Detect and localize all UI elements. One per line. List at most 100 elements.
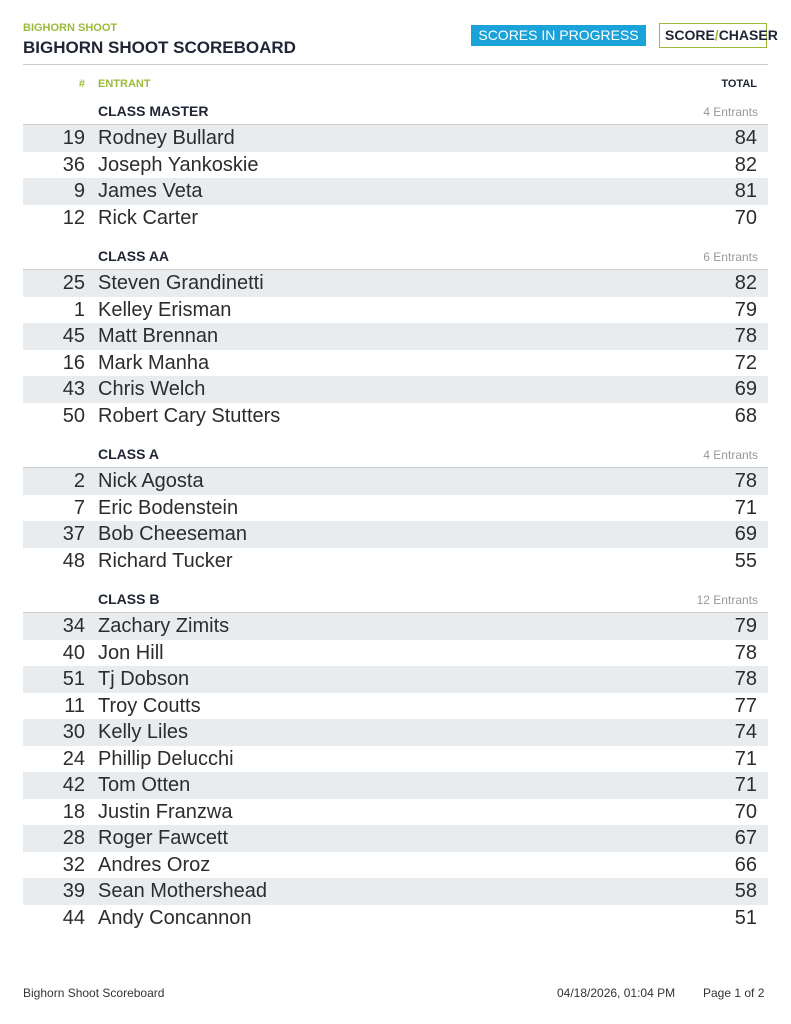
entrant-row: 36 Joseph Yankoskie 82	[23, 151, 768, 178]
entrant-count: 6 Entrants	[703, 250, 758, 264]
entrant-number: 48	[62, 549, 85, 572]
entrant-row: 2 Nick Agosta 78	[23, 468, 768, 495]
class-rule	[23, 269, 768, 270]
entrant-name: Roger Fawcett	[98, 827, 229, 849]
entrant-total: 68	[734, 404, 757, 427]
entrant-number: 7	[73, 496, 85, 519]
entrant-row: 28 Roger Fawcett 67	[23, 825, 768, 852]
entrant-name: Kelley Erisman	[98, 298, 232, 321]
title: BIGHORN SHOOT SCOREBOARD	[23, 38, 296, 57]
entrant-name: Jon Hill	[98, 641, 164, 664]
logo-right: CHASER	[718, 27, 778, 43]
entrant-row: 16 Mark Manha 72	[23, 349, 768, 376]
entrant-row: 40 Jon Hill 78	[23, 639, 768, 666]
entrant-total: 55	[734, 549, 757, 572]
entrant-row: 19 Rodney Bullard 84	[23, 125, 768, 152]
entrant-total: 78	[734, 470, 757, 492]
entrant-total: 72	[734, 351, 757, 374]
entrant-row: 51 Tj Dobson 78	[23, 666, 768, 693]
entrant-name: Andy Concannon	[98, 906, 252, 929]
class-name: CLASS B	[98, 591, 160, 607]
entrant-row: 44 Andy Concannon 51	[23, 904, 768, 931]
entrant-name: Nick Agosta	[98, 470, 204, 492]
logo: SCORE/CHASER	[659, 23, 778, 48]
entrant-total: 67	[734, 827, 757, 849]
entrant-total: 70	[734, 206, 757, 229]
entrant-row: 24 Phillip Delucchi 71	[23, 745, 768, 772]
footer-datetime: 04/18/2026, 01:04 PM	[557, 986, 676, 1000]
logo-left: SCORE	[665, 27, 715, 43]
entrant-name: Joseph Yankoskie	[98, 153, 259, 176]
entrant-row: 12 Rick Carter 70	[23, 204, 768, 231]
entrant-row: 18 Justin Franzwa 70	[23, 798, 768, 825]
entrant-name: Troy Coutts	[98, 694, 201, 717]
entrant-row: 37 Bob Cheeseman 69	[23, 521, 768, 548]
entrant-number: 28	[62, 827, 85, 849]
subtitle: BIGHORN SHOOT	[23, 22, 118, 34]
entrant-name: Matt Brennan	[98, 325, 219, 347]
class-name: CLASS MASTER	[98, 103, 209, 119]
entrant-number: 1	[73, 298, 85, 321]
entrant-total: 82	[734, 272, 757, 294]
entrant-row: 30 Kelly Liles 74	[23, 719, 768, 746]
class-name: CLASS AA	[98, 248, 170, 264]
entrant-name: Chris Welch	[98, 378, 206, 400]
entrant-name: Andres Oroz	[98, 853, 211, 876]
entrant-name: Mark Manha	[98, 351, 210, 374]
col-entrant: ENTRANT	[98, 78, 151, 90]
entrant-name: Bob Cheeseman	[98, 523, 247, 545]
entrant-name: James Veta	[98, 180, 203, 202]
entrant-number: 34	[62, 615, 85, 637]
entrant-number: 24	[62, 747, 85, 770]
entrant-total: 79	[734, 298, 757, 321]
entrant-row: 34 Zachary Zimits 79	[23, 613, 768, 640]
entrant-total: 58	[734, 880, 757, 902]
entrant-number: 16	[62, 351, 85, 374]
entrant-name: Sean Mothershead	[98, 880, 268, 902]
entrant-total: 81	[734, 180, 757, 202]
col-number: #	[78, 78, 85, 90]
entrant-total: 78	[734, 325, 757, 347]
entrant-total: 51	[734, 906, 757, 929]
entrant-total: 77	[734, 694, 757, 717]
entrant-total: 74	[734, 721, 757, 743]
class-rule	[23, 612, 768, 613]
entrant-total: 66	[734, 853, 757, 876]
col-total: TOTAL	[721, 78, 757, 90]
status-badge: SCORES IN PROGRESS	[471, 25, 646, 46]
class-rule	[23, 467, 768, 468]
entrant-total: 71	[734, 747, 757, 770]
entrant-name: Tj Dobson	[98, 668, 190, 690]
entrant-total: 71	[734, 496, 757, 519]
entrant-number: 43	[62, 378, 85, 400]
entrant-number: 45	[62, 325, 85, 347]
entrant-number: 40	[62, 641, 85, 664]
entrant-number: 30	[62, 721, 85, 743]
entrant-name: Eric Bodenstein	[98, 496, 239, 519]
entrant-count: 4 Entrants	[703, 448, 758, 462]
entrant-number: 19	[62, 127, 85, 149]
entrant-number: 11	[64, 694, 85, 717]
class-rule	[23, 124, 768, 125]
footer-page: Page 1 of 2	[703, 986, 765, 1000]
entrant-total: 71	[734, 774, 757, 796]
entrant-number: 2	[73, 470, 85, 492]
entrant-total: 84	[734, 127, 757, 149]
class-name: CLASS A	[98, 446, 159, 462]
entrant-number: 42	[62, 774, 85, 796]
entrant-row: 11 Troy Coutts 77	[23, 692, 768, 719]
entrant-number: 25	[62, 272, 85, 294]
entrant-name: Steven Grandinetti	[98, 272, 264, 294]
entrant-name: Phillip Delucchi	[98, 747, 234, 770]
entrant-name: Robert Cary Stutters	[98, 404, 281, 427]
entrant-row: 50 Robert Cary Stutters 68	[23, 402, 768, 429]
entrant-row: 42 Tom Otten 71	[23, 772, 768, 799]
entrant-name: Kelly Liles	[98, 721, 189, 743]
entrant-number: 18	[62, 800, 85, 823]
entrant-count: 4 Entrants	[703, 105, 758, 119]
entrant-row: 7 Eric Bodenstein 71	[23, 494, 768, 521]
entrant-number: 51	[62, 668, 85, 690]
entrant-row: 45 Matt Brennan 78	[23, 323, 768, 350]
entrant-name: Zachary Zimits	[98, 615, 230, 637]
